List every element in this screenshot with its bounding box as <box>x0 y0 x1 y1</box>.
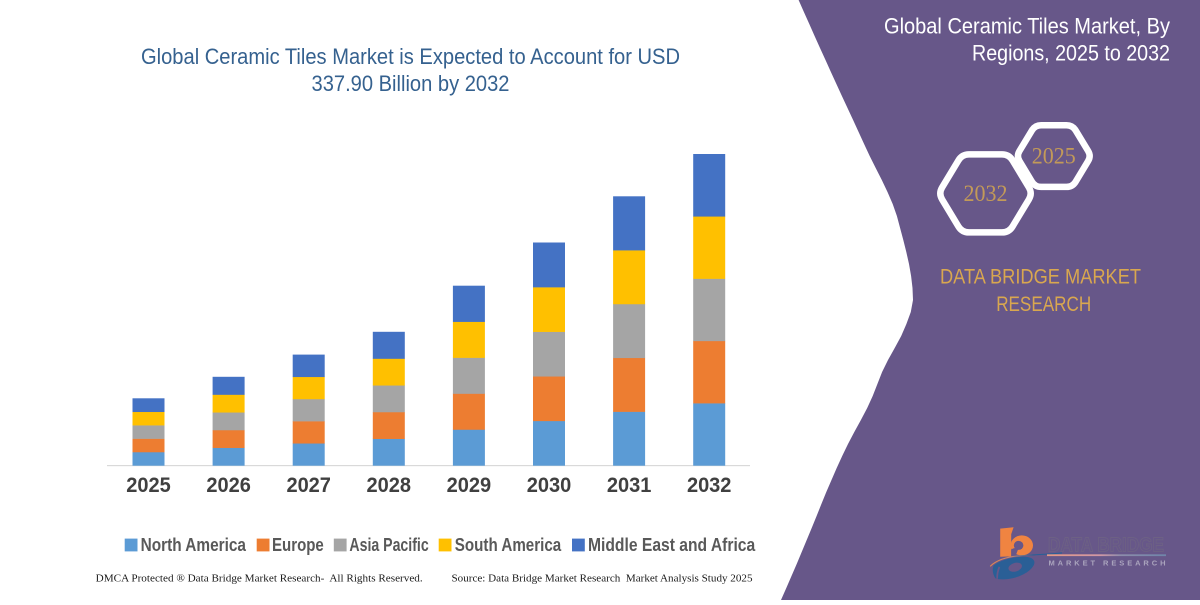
svg-text:2027: 2027 <box>286 474 331 497</box>
svg-text:Global Ceramic Tiles Market is: Global Ceramic Tiles Market is Expected … <box>141 44 680 69</box>
svg-text:2029: 2029 <box>447 474 492 497</box>
svg-text:2031: 2031 <box>607 474 652 497</box>
svg-text:2026: 2026 <box>206 474 251 497</box>
svg-text:2032: 2032 <box>964 181 1008 206</box>
svg-text:2030: 2030 <box>527 474 572 497</box>
svg-text:Source: Data Bridge Market Res: Source: Data Bridge Market Research Mark… <box>452 573 753 585</box>
svg-text:2025: 2025 <box>126 474 171 497</box>
svg-text:Regions, 2025 to 2032: Regions, 2025 to 2032 <box>972 41 1170 66</box>
svg-text:2032: 2032 <box>687 474 732 497</box>
svg-text:2025: 2025 <box>1032 143 1076 168</box>
svg-text:RESEARCH: RESEARCH <box>996 293 1091 316</box>
svg-text:South America: South America <box>455 535 562 555</box>
svg-text:337.90 Billion by 2032: 337.90 Billion by 2032 <box>312 71 510 96</box>
svg-text:Asia Pacific: Asia Pacific <box>349 535 428 555</box>
svg-text:DMCA Protected ® Data Bridge M: DMCA Protected ® Data Bridge Market Rese… <box>96 573 423 585</box>
svg-text:Middle East and Africa: Middle East and Africa <box>588 535 756 555</box>
svg-text:MARKET RESEARCH: MARKET RESEARCH <box>1049 559 1166 568</box>
svg-text:2028: 2028 <box>367 474 412 497</box>
svg-text:DATA BRIDGE: DATA BRIDGE <box>1048 534 1164 556</box>
svg-text:Global Ceramic Tiles Market, B: Global Ceramic Tiles Market, By <box>884 14 1170 39</box>
svg-text:North America: North America <box>141 535 247 555</box>
svg-text:Europe: Europe <box>272 535 324 555</box>
svg-text:DATA BRIDGE MARKET: DATA BRIDGE MARKET <box>940 265 1141 288</box>
